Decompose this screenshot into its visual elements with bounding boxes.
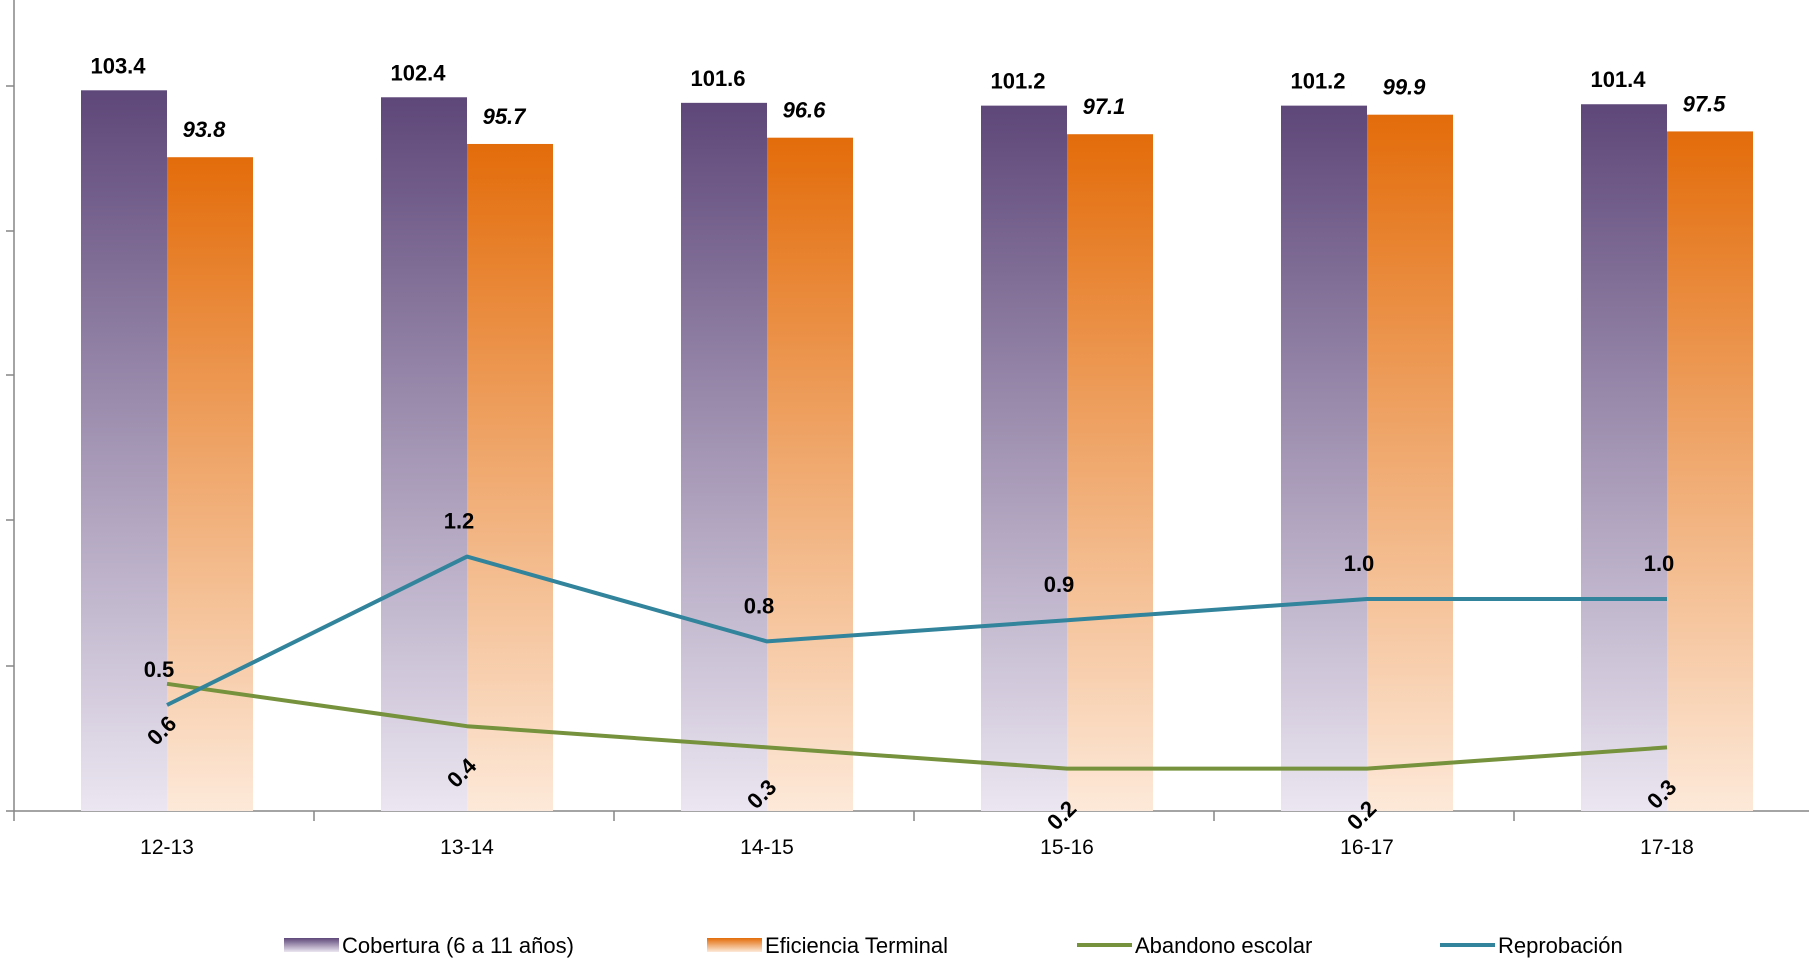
x-tick-label: 14-15 xyxy=(740,836,794,859)
label-reprobacion: 1.0 xyxy=(1344,551,1375,576)
bar-eficiencia xyxy=(467,143,553,811)
bar-cobertura xyxy=(1281,105,1367,812)
x-tick-label: 17-18 xyxy=(1640,836,1694,859)
legend-label: Cobertura (6 a 11 años) xyxy=(342,933,574,958)
bar-eficiencia xyxy=(1667,131,1753,812)
legend-label: Reprobación xyxy=(1498,933,1623,958)
legend: Cobertura (6 a 11 años) Eficiencia Termin… xyxy=(284,933,1623,958)
label-cobertura: 101.2 xyxy=(1290,69,1345,94)
label-eficiencia: 95.7 xyxy=(483,104,528,129)
x-tick-label: 13-14 xyxy=(440,836,494,859)
bar-cobertura xyxy=(1581,104,1667,811)
label-reprobacion: 0.9 xyxy=(1044,572,1075,597)
bar-eficiencia xyxy=(167,157,253,812)
x-tick-labels: 12-13 13-14 14-15 15-16 16-17 17-18 xyxy=(140,836,1694,859)
x-tick-label: 12-13 xyxy=(140,836,194,859)
x-tick-label: 16-17 xyxy=(1340,836,1394,859)
label-eficiencia: 96.6 xyxy=(783,98,827,123)
label-reprobacion: 0.8 xyxy=(744,593,775,618)
label-cobertura: 101.4 xyxy=(1590,67,1646,92)
label-cobertura: 103.4 xyxy=(90,53,146,78)
label-eficiencia: 97.1 xyxy=(1083,94,1126,119)
axes xyxy=(6,0,1809,821)
label-reprobacion: 0.5 xyxy=(144,657,175,682)
line-reprobacion xyxy=(166,554,1667,707)
line-abandono xyxy=(166,681,1668,771)
bar-cobertura xyxy=(81,90,167,811)
lines xyxy=(166,554,1668,771)
bar-eficiencia xyxy=(1067,134,1153,811)
data-labels: 103.4 93.8 102.4 95.7 101.6 96.6 101.2 97.1 101.… xyxy=(90,53,1726,835)
legend-swatch xyxy=(284,938,339,952)
label-reprobacion: 1.2 xyxy=(444,509,475,534)
bar-cobertura xyxy=(381,97,467,812)
bars xyxy=(81,90,1753,812)
label-cobertura: 101.2 xyxy=(990,69,1045,94)
label-reprobacion: 1.0 xyxy=(1644,551,1675,576)
bar-cobertura xyxy=(681,102,767,811)
label-eficiencia: 97.5 xyxy=(1683,91,1727,116)
bar-eficiencia xyxy=(767,137,853,811)
legend-label: Eficiencia Terminal xyxy=(765,933,948,958)
legend-label: Abandono escolar xyxy=(1135,933,1312,958)
label-cobertura: 101.6 xyxy=(690,66,745,91)
x-tick-label: 15-16 xyxy=(1040,836,1094,859)
label-cobertura: 102.4 xyxy=(390,60,446,85)
bar-cobertura xyxy=(981,105,1067,812)
legend-swatch xyxy=(707,938,762,952)
label-eficiencia: 99.9 xyxy=(1383,75,1427,100)
bar-eficiencia xyxy=(1367,114,1453,811)
label-eficiencia: 93.8 xyxy=(183,117,227,142)
